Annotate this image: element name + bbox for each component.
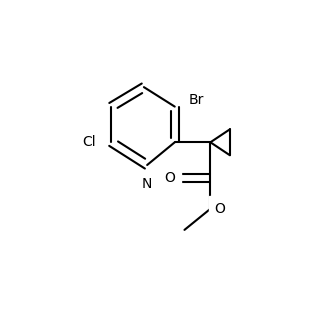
Text: O: O (164, 171, 175, 185)
Text: O: O (215, 202, 226, 216)
Text: Cl: Cl (82, 135, 96, 149)
Text: Br: Br (188, 93, 204, 107)
Text: N: N (142, 177, 152, 191)
